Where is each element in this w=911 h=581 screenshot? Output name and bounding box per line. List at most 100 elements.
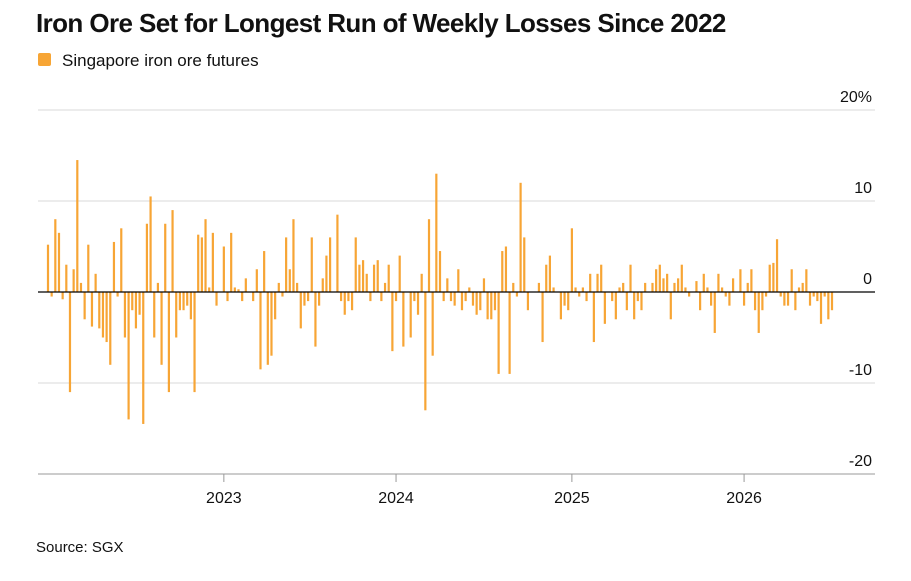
bar xyxy=(200,237,203,292)
bar xyxy=(677,278,680,292)
bar xyxy=(589,273,592,292)
bar xyxy=(127,292,130,420)
bar xyxy=(435,173,438,292)
bar xyxy=(376,260,379,292)
bar xyxy=(394,292,398,302)
bar xyxy=(109,292,112,365)
bar xyxy=(688,292,691,297)
bar xyxy=(830,292,834,311)
bar xyxy=(699,292,702,311)
bar xyxy=(241,292,244,302)
bar xyxy=(189,292,192,320)
bar xyxy=(578,292,581,297)
bar xyxy=(471,292,475,306)
y-tick-label: 20% xyxy=(840,89,872,106)
x-tick-label: 2026 xyxy=(726,490,762,507)
bar xyxy=(728,292,731,306)
bar xyxy=(237,289,240,292)
bar xyxy=(684,287,687,292)
bar xyxy=(90,292,94,327)
bar xyxy=(794,292,797,311)
bar xyxy=(339,292,343,302)
bar xyxy=(57,232,61,292)
bar xyxy=(625,292,628,311)
chart-title: Iron Ore Set for Longest Run of Weekly L… xyxy=(36,8,726,38)
bar xyxy=(380,292,383,302)
bar xyxy=(252,292,255,302)
bar xyxy=(552,287,555,292)
bar xyxy=(720,287,724,292)
legend-swatch xyxy=(38,53,51,66)
bar xyxy=(706,287,709,292)
bar xyxy=(391,292,394,352)
bar xyxy=(416,292,420,315)
bar xyxy=(618,287,621,292)
bar xyxy=(149,196,152,292)
bar xyxy=(413,292,416,302)
bar xyxy=(783,292,786,306)
bar xyxy=(460,292,464,311)
bar xyxy=(493,292,497,311)
bar xyxy=(68,292,72,393)
bar xyxy=(808,292,812,306)
bar xyxy=(772,262,775,292)
bar xyxy=(504,246,508,292)
bar xyxy=(526,292,530,311)
bar xyxy=(515,292,519,297)
bar xyxy=(819,292,823,324)
bar xyxy=(622,282,625,292)
bar xyxy=(112,241,116,292)
y-tick-label: 0 xyxy=(863,271,872,288)
bar xyxy=(178,292,181,311)
bar xyxy=(548,255,552,292)
x-tick-label: 2023 xyxy=(206,490,242,507)
bar xyxy=(101,292,105,338)
bar xyxy=(805,269,808,292)
bar xyxy=(244,278,247,292)
y-tick-label: -10 xyxy=(849,362,872,379)
bar xyxy=(775,239,779,292)
bar xyxy=(757,292,760,333)
bar xyxy=(768,264,771,292)
bar xyxy=(303,292,306,306)
bar xyxy=(710,292,713,306)
bar xyxy=(145,223,149,292)
bar xyxy=(277,282,280,292)
bar xyxy=(644,282,647,292)
bar xyxy=(596,273,599,292)
bar xyxy=(633,292,636,320)
bar xyxy=(299,292,302,329)
bar xyxy=(255,269,258,292)
bar xyxy=(354,237,357,292)
bar xyxy=(501,251,504,292)
bar xyxy=(197,234,200,292)
bar xyxy=(50,292,53,297)
bar xyxy=(717,273,720,292)
bar xyxy=(614,292,617,320)
bar xyxy=(662,278,665,292)
bar xyxy=(372,264,376,292)
bar xyxy=(72,269,75,292)
bar xyxy=(266,292,269,365)
bar xyxy=(270,292,273,356)
bar xyxy=(402,292,405,347)
bar xyxy=(153,292,156,338)
bar xyxy=(508,292,511,374)
bar xyxy=(702,273,705,292)
bar xyxy=(592,292,595,343)
bar xyxy=(669,292,672,320)
bar xyxy=(336,214,339,292)
bar xyxy=(285,237,288,292)
bar xyxy=(347,292,350,302)
bar xyxy=(563,292,566,306)
bar xyxy=(281,292,284,297)
bar xyxy=(328,237,332,292)
bar xyxy=(490,292,493,320)
bar xyxy=(666,273,669,292)
bar xyxy=(46,244,50,292)
bar xyxy=(204,219,207,292)
bar xyxy=(358,264,361,292)
bar xyxy=(475,292,478,315)
bar xyxy=(175,292,178,338)
bar xyxy=(786,292,790,306)
